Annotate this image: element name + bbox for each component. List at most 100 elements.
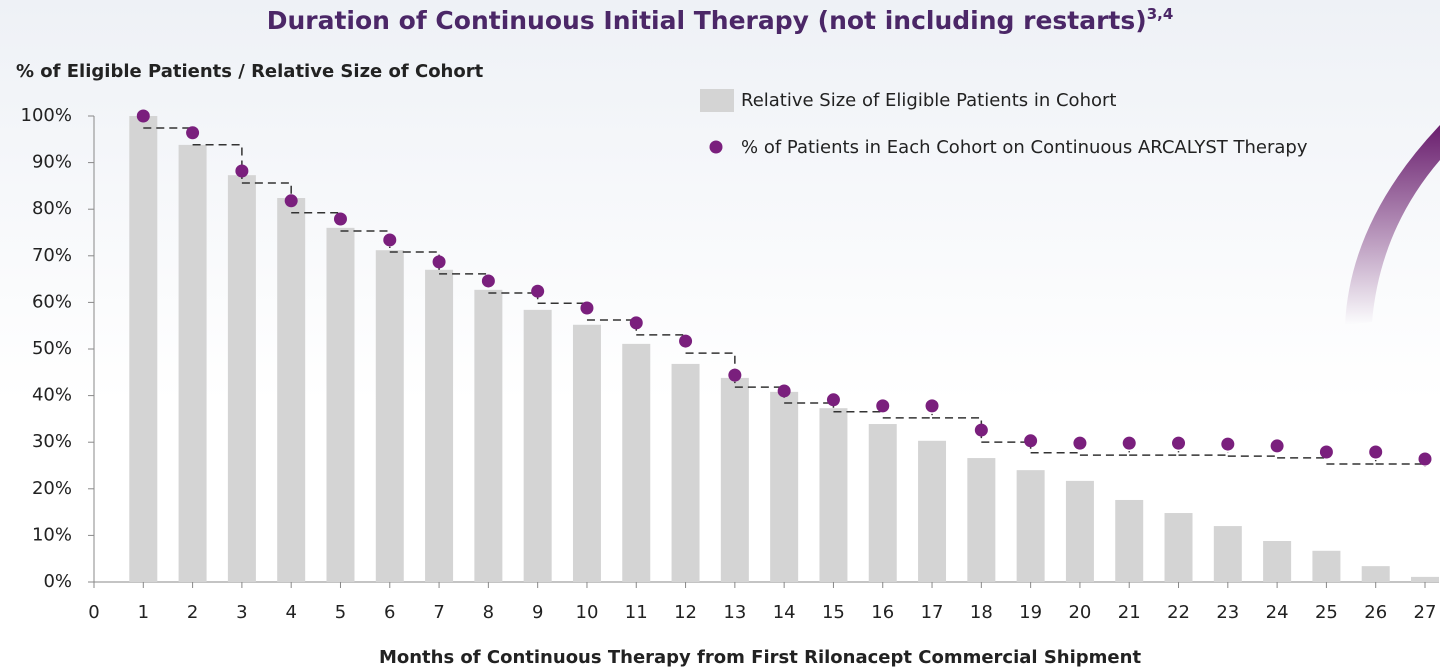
step-line [1030,451,1081,454]
x-tick-label: 13 [723,602,746,623]
bar [720,377,749,582]
x-tick-label: 15 [822,602,845,623]
bar [129,116,158,582]
chart-title: Duration of Continuous Initial Therapy (… [267,5,1174,36]
bar [671,363,700,582]
step-line [1129,451,1180,456]
legend-swatch [700,89,734,112]
x-tick-label: 20 [1068,602,1091,623]
bar [425,269,454,582]
y-tick-label: 90% [32,152,72,173]
x-tick-label: 7 [433,602,444,623]
y-tick-label: 50% [32,338,72,359]
dot [432,255,446,269]
title-text: Duration of Continuous Initial Therapy (… [267,6,1147,35]
dot [728,368,742,382]
y-tick-label: 40% [32,385,72,406]
x-axis-label: Months of Continuous Therapy from First … [379,647,1142,668]
bar [868,424,897,582]
step-line [1326,459,1377,465]
dot [1172,436,1186,450]
dot [777,384,791,398]
dot [1221,437,1235,451]
bar [572,324,601,582]
step-line [340,230,391,248]
legend-dot [709,140,723,154]
x-tick-label: 24 [1266,602,1289,623]
dot [826,393,840,407]
bar [178,144,207,582]
x-tick-label: 19 [1019,602,1042,623]
x-tick-label: 16 [871,602,894,623]
dot [1122,436,1136,450]
dot [1418,452,1432,466]
dot [629,316,643,330]
bar [622,343,651,582]
y-tick-label: 10% [32,524,72,545]
x-tick-label: 8 [483,602,494,623]
decor-arc [1345,125,1440,325]
x-tick-label: 10 [576,602,599,623]
bar [770,391,799,582]
y-tick-label: 30% [32,431,72,452]
step-line [1277,457,1328,460]
y-tick-label: 100% [21,105,72,126]
dot [1073,436,1087,450]
bar [1361,566,1390,582]
x-tick-label: 4 [285,602,296,623]
dot [531,284,545,298]
bar [1164,513,1193,582]
step-line [1375,463,1426,467]
step-line [1079,451,1130,456]
x-tick-label: 17 [921,602,944,623]
dot [1024,434,1038,448]
dot [481,274,495,288]
x-tick-label: 25 [1315,602,1338,623]
dot [136,109,150,123]
x-tick-label: 9 [532,602,543,623]
dot [186,126,200,140]
x-tick-label: 14 [773,602,796,623]
bar [474,289,503,582]
dot [925,399,939,413]
step-line [833,411,884,414]
step-line [1227,453,1278,457]
dot [679,334,693,348]
step-line [932,417,983,439]
bar [819,408,848,582]
bar [1312,550,1341,582]
bar [277,198,306,583]
y-tick-label: 70% [32,245,72,266]
bar [326,227,355,582]
x-tick-label: 6 [384,602,395,623]
x-tick-label: 26 [1364,602,1387,623]
x-tick-label: 27 [1414,602,1437,623]
bar [227,175,256,582]
legend-label: % of Patients in Each Cohort on Continuo… [741,137,1308,158]
step-line [981,441,1032,449]
dot [974,423,988,437]
bar [523,309,552,582]
x-tick-label: 2 [187,602,198,623]
bar [1213,526,1242,582]
y-tick-label: 60% [32,291,72,312]
legend-label: Relative Size of Eligible Patients in Co… [741,90,1116,111]
bar [1065,480,1094,582]
x-tick-label: 22 [1167,602,1190,623]
dot [580,301,594,315]
x-tick-label: 3 [236,602,247,623]
dot [1369,445,1383,459]
y-tick-label: 0% [43,571,72,592]
x-tick-label: 0 [88,602,99,623]
x-tick-label: 23 [1216,602,1239,623]
title-superscript: 3,4 [1147,5,1174,23]
dot [235,164,249,178]
x-tick-label: 1 [138,602,149,623]
dot [1319,445,1333,459]
dot [333,212,347,226]
bar [1263,540,1292,582]
dot [876,399,890,413]
y-axis-label: % of Eligible Patients / Relative Size o… [16,61,484,82]
dot [284,194,298,208]
